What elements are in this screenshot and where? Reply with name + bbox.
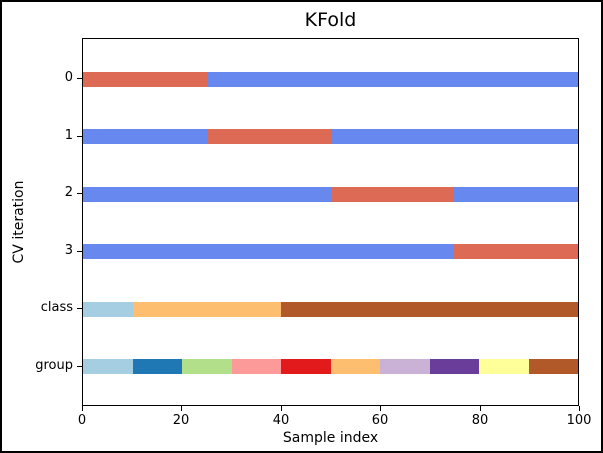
x-tick-mark: [181, 406, 182, 411]
x-axis-label: Sample index: [282, 430, 379, 446]
x-tick-label-20: 20: [172, 413, 190, 428]
bar-segment-group-5: [330, 359, 380, 375]
y-tick-mark: [77, 136, 82, 137]
x-tick-label-60: 60: [371, 413, 389, 428]
bar-row-1: [83, 129, 578, 145]
bar-segment-train: [330, 129, 578, 145]
bar-segment-group-6: [380, 359, 430, 375]
bar-segment-group-7: [429, 359, 479, 375]
y-tick-label-3: 3: [64, 243, 73, 258]
bar-segment-group-9: [528, 359, 578, 375]
y-tick-label-group: group: [35, 358, 73, 373]
bar-segment-test: [454, 244, 578, 260]
bar-segment-group-0: [83, 359, 133, 375]
y-tick-label-2: 2: [64, 185, 73, 200]
bar-segment-class-2: [281, 301, 578, 317]
y-tick-mark: [77, 251, 82, 252]
x-tick-label-0: 0: [77, 413, 87, 428]
plot-area: [82, 38, 579, 406]
bar-segment-test: [206, 129, 331, 145]
bar-segment-group-2: [182, 359, 232, 375]
bar-row-3: [83, 244, 578, 260]
y-tick-label-1: 1: [64, 128, 73, 143]
bar-segment-group-4: [281, 359, 331, 375]
bar-segment-group-8: [479, 359, 529, 375]
y-tick-label-class: class: [40, 300, 73, 315]
y-tick-mark: [77, 366, 82, 367]
bar-segment-train: [83, 244, 455, 260]
bar-segment-train: [206, 71, 578, 87]
x-tick-mark: [380, 406, 381, 411]
x-tick-label-100: 100: [566, 413, 592, 428]
bar-row-2: [83, 186, 578, 202]
x-tick-mark: [82, 406, 83, 411]
x-tick-mark: [480, 406, 481, 411]
x-tick-mark: [579, 406, 580, 411]
bar-row-0: [83, 71, 578, 87]
bar-segment-class-0: [83, 301, 133, 317]
chart-title: KFold: [304, 9, 357, 31]
bar-segment-test: [330, 186, 455, 202]
bar-segment-train: [83, 129, 207, 145]
bar-row-group: [83, 359, 578, 375]
x-tick-label-40: 40: [272, 413, 290, 428]
bar-segment-group-1: [132, 359, 182, 375]
y-tick-mark: [77, 193, 82, 194]
bar-segment-group-3: [231, 359, 281, 375]
x-tick-label-80: 80: [471, 413, 489, 428]
bar-segment-train: [454, 186, 578, 202]
bar-row-class: [83, 301, 578, 317]
y-tick-mark: [77, 78, 82, 79]
bar-segment-train: [83, 186, 331, 202]
y-tick-label-0: 0: [64, 70, 73, 85]
bar-segment-test: [83, 71, 207, 87]
y-tick-mark: [77, 308, 82, 309]
bar-segment-class-1: [132, 301, 281, 317]
x-tick-mark: [281, 406, 282, 411]
